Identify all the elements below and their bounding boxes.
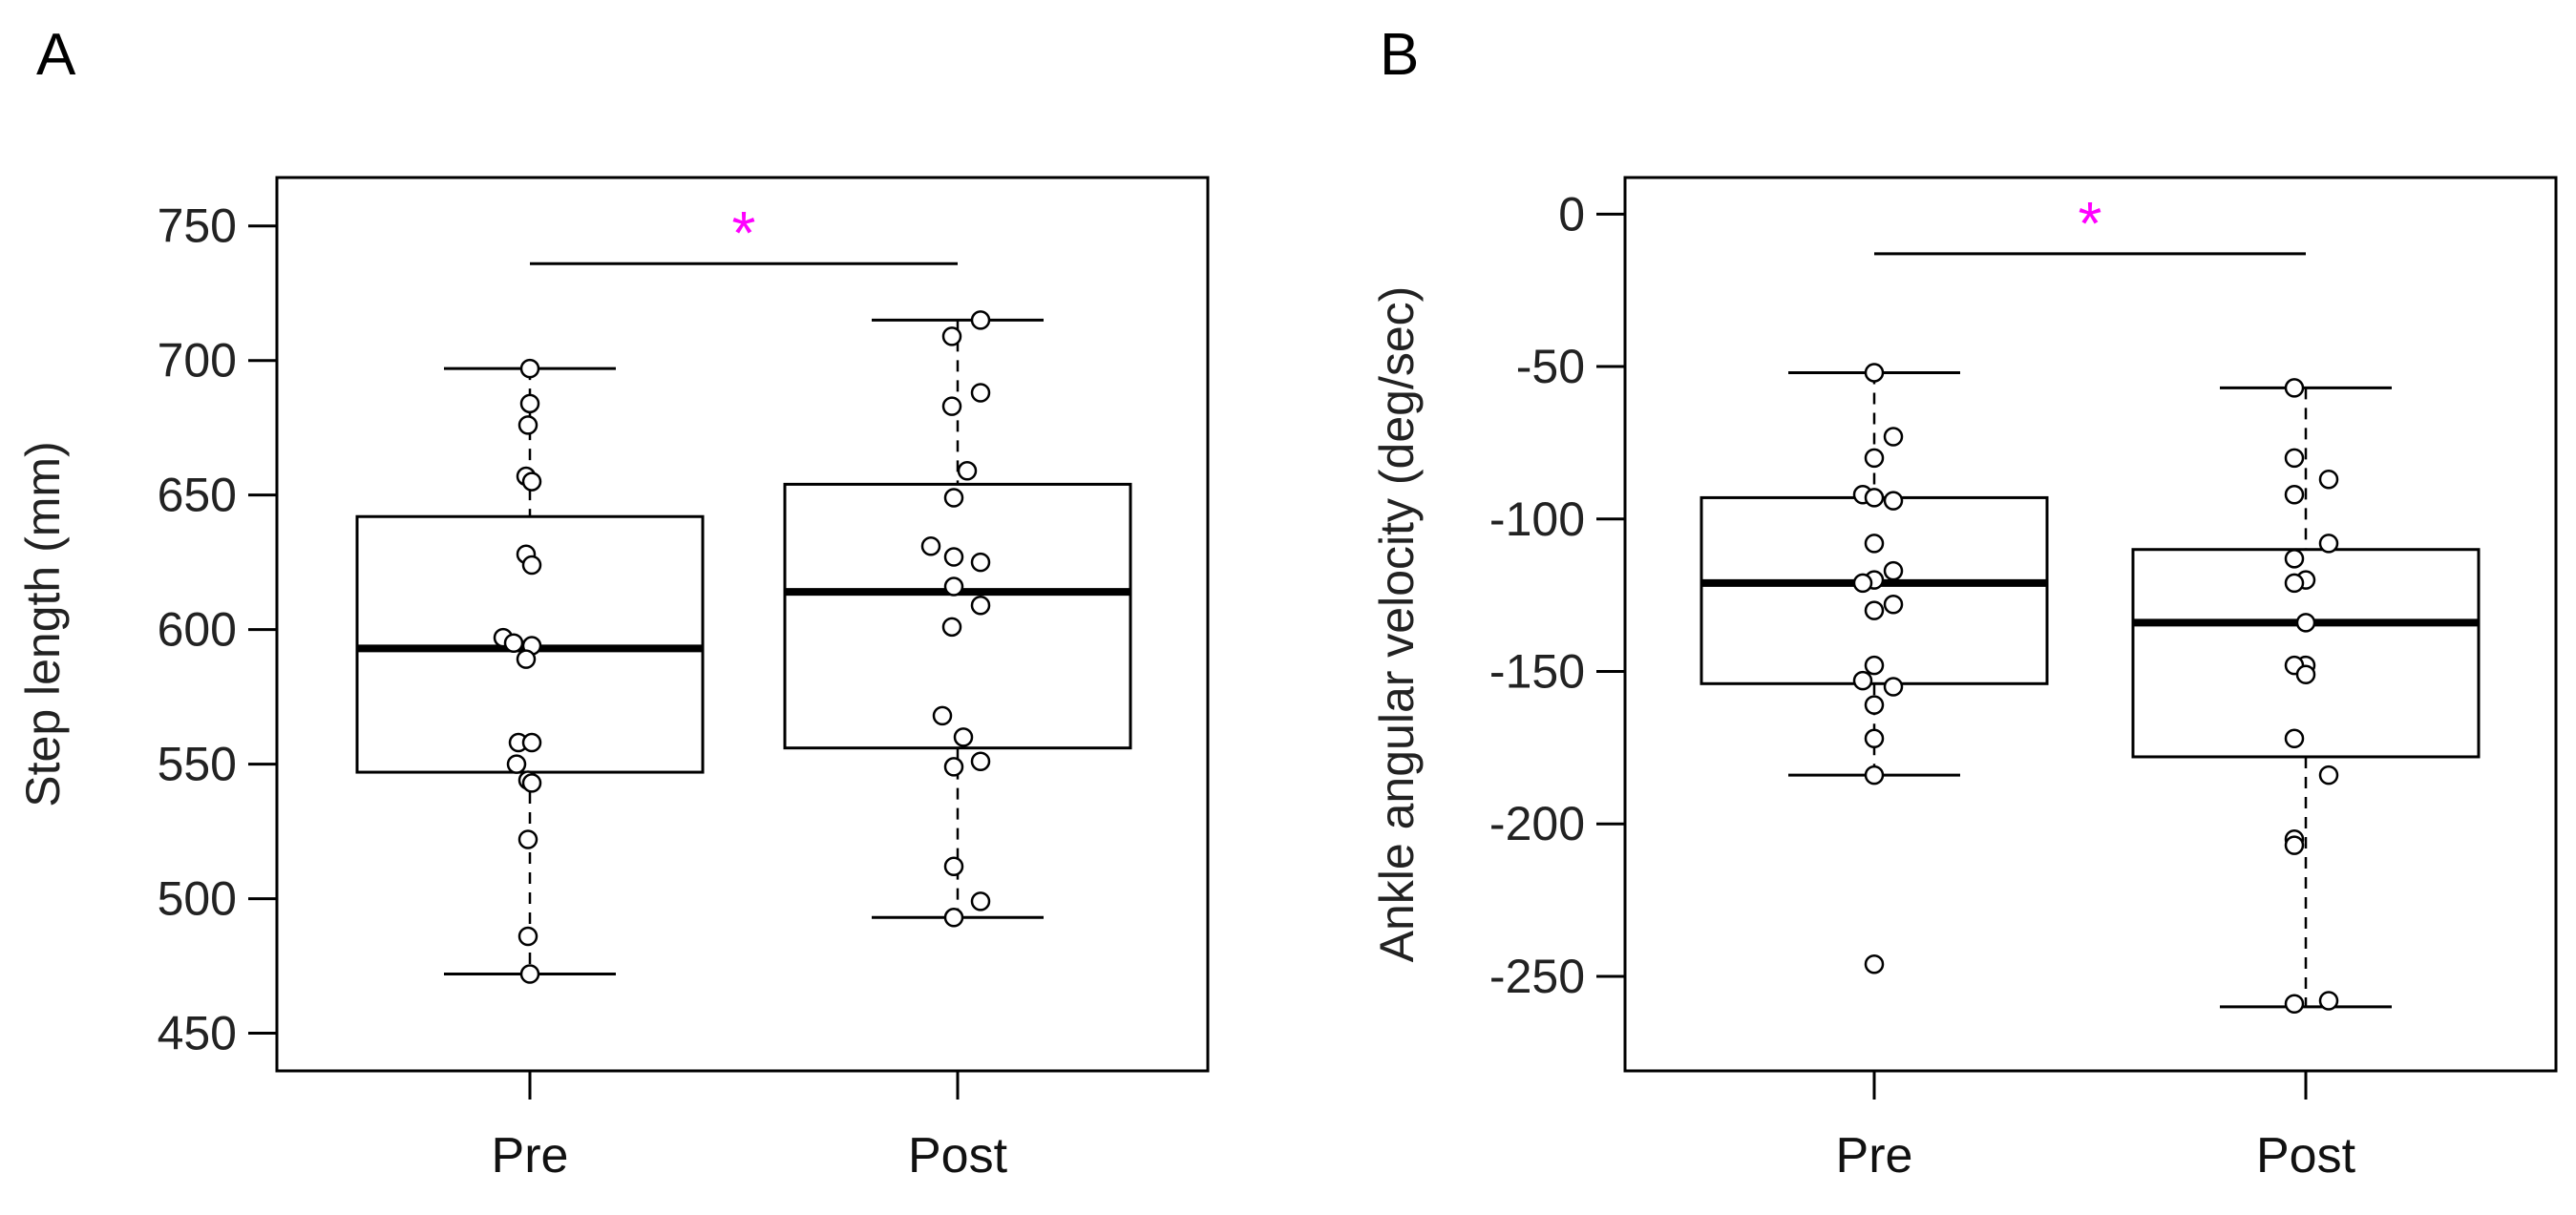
panel-b: B -250 -200 -150 -100 -50 0 Ankle angular velo… [1370, 22, 2558, 1184]
panel-a-post-data-point [970, 310, 991, 330]
panel-a-y-tick-label: 700 [158, 334, 237, 388]
panel-b-pre-data-point [1864, 765, 1885, 786]
panel-b-pre-data-point [1883, 427, 1904, 447]
panel-a-post-data-point [970, 383, 991, 403]
panel-b-pre-data-point [1883, 491, 1904, 511]
panel-b-y-tick-label: -50 [1516, 340, 1585, 393]
panel-a-y-tick-label: 500 [158, 872, 237, 926]
panel-a-post-data-point [953, 727, 974, 747]
panel-a-pre-data-point [521, 471, 542, 492]
panel-b-post-data-point [2318, 534, 2339, 554]
panel-a-x-category-label: Pre [492, 1128, 569, 1184]
panel-b-significance-asterisk: * [2079, 189, 2102, 258]
panel-b-post-data-point [2295, 664, 2316, 684]
panel-a-post-data-point [970, 552, 991, 573]
panel-a-pre-data-point [521, 773, 542, 793]
panel-b-post-data-point [2284, 728, 2305, 749]
panel-a-pre-data-point [517, 829, 538, 849]
panel-a-post-data-point [970, 596, 991, 616]
panel-b-post-data-point [2284, 573, 2305, 594]
panel-a-pre-data-point [519, 358, 540, 379]
panel-b-post-data-point [2284, 378, 2305, 398]
panel-b-pre-data-point [1864, 534, 1885, 554]
panel-b-pre-data-point [1864, 600, 1885, 620]
panel-a-post-data-point [941, 396, 962, 416]
panel-b-x-category-label: Pre [1836, 1128, 1913, 1184]
panel-a-significance-asterisk: * [732, 199, 756, 267]
panel-b-pre-data-point [1864, 363, 1885, 383]
panel-a-y-axis-title: Step length (mm) [16, 441, 70, 807]
panel-b-pre-data-point [1864, 655, 1885, 676]
panel-b-pre-data-point [1883, 560, 1904, 581]
panel-b-y-axis-title: Ankle angular velocity (deg/sec) [1370, 286, 1424, 963]
panel-a-post-box [783, 482, 1132, 750]
panel-b-post-data-point [2284, 484, 2305, 505]
panel-b-y-tick-label: -250 [1489, 950, 1585, 1003]
panel-a-post-data-point [920, 535, 941, 556]
panel-b-post-data-point [2318, 470, 2339, 490]
panel-a-post-data-point [943, 856, 964, 876]
panel-a-post-data-point [943, 757, 964, 777]
panel-b-post-data-point [2295, 613, 2316, 633]
panel-a-pre-data-point [517, 415, 538, 435]
panel-b-y-tick-label: -200 [1489, 797, 1585, 850]
panel-a-post-data-point [943, 547, 964, 567]
panel-a-pre-data-point [519, 393, 540, 414]
panel-b-plot-frame [1623, 176, 2558, 1073]
panel-a-post-data-point [932, 705, 953, 726]
panel-a-y-tick-label: 550 [158, 738, 237, 791]
panel-a-pre-data-point [517, 926, 538, 947]
panel-b-y-tick-label: -150 [1489, 645, 1585, 699]
panel-b-y-tick-label: 0 [1558, 187, 1585, 241]
panel-b-pre-data-point [1864, 953, 1885, 974]
panel-a-post-data-point [941, 617, 962, 638]
panel-b-pre-data-point [1864, 448, 1885, 469]
panel-a-post-data-point [943, 488, 964, 508]
panel-a-pre-data-point [516, 649, 537, 669]
panel-b-post-box [2131, 548, 2481, 759]
panel-b-post-data-point [2318, 765, 2339, 786]
panel-b-post-data-point [2284, 994, 2305, 1014]
panel-b-pre-data-point [1883, 677, 1904, 697]
panel-label-b: B [1380, 22, 1419, 88]
panel-a-plot-frame [275, 176, 1210, 1073]
panel-b-post-data-point [2318, 991, 2339, 1011]
panel-b-post-data-point [2284, 835, 2305, 855]
panel-b-pre-data-point [1864, 695, 1885, 715]
panel-a-y-tick-label: 750 [158, 199, 237, 253]
panel-b-post-data-point [2284, 448, 2305, 469]
panel-a-post-data-point [957, 461, 978, 481]
panel-a-pre-data-point [503, 633, 524, 653]
panel-b-x-category-label: Post [2256, 1128, 2356, 1184]
panel-a-pre-data-point [521, 732, 542, 753]
panel-b-post-data-point [2284, 549, 2305, 569]
panel-a-y-tick-label: 600 [158, 603, 237, 657]
panel-a-post-data-point [943, 576, 964, 597]
panel-label-a: A [36, 22, 76, 88]
panel-a-pre-data-point [519, 964, 540, 984]
panel-b-pre-data-point [1883, 594, 1904, 615]
panel-a-pre-data-point [521, 555, 542, 576]
panel-a: A 450 500 550 600 650 700 750 Step length (mm) P… [16, 22, 1210, 1184]
panel-a-y-tick-label: 450 [158, 1007, 237, 1060]
panel-b-y-tick-label: -100 [1489, 492, 1585, 546]
panel-a-pre-data-point [506, 754, 527, 774]
panel-a-post-data-point [970, 751, 991, 772]
panel-a-post-data-point [970, 891, 991, 911]
panel-b-pre-data-point [1864, 728, 1885, 749]
panel-b-pre-data-point [1852, 670, 1873, 691]
panel-a-post-data-point [943, 908, 964, 928]
panel-a-x-category-label: Post [908, 1128, 1008, 1184]
panel-a-post-data-point [941, 326, 962, 346]
panel-b-pre-data-point [1852, 573, 1873, 594]
panel-a-y-tick-label: 650 [158, 469, 237, 522]
panel-b-pre-data-point [1864, 488, 1885, 508]
